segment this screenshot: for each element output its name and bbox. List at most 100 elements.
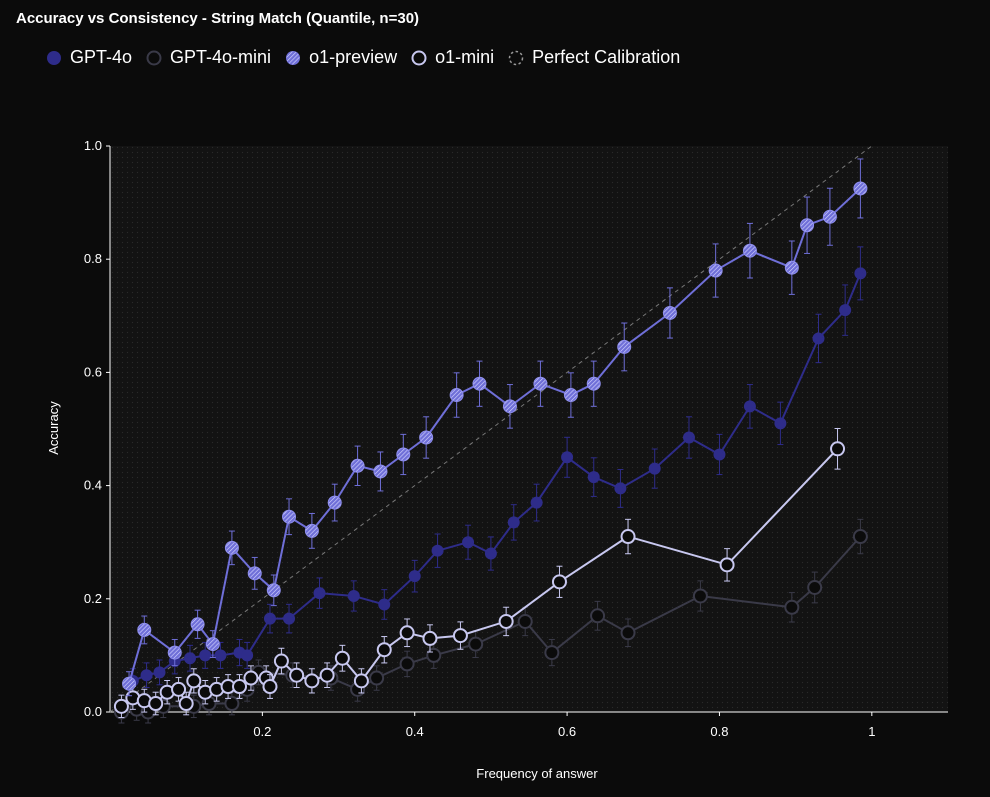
data-point <box>289 667 305 683</box>
data-point-hatch <box>138 623 151 636</box>
data-point <box>347 589 360 602</box>
y-tick-label: 0.6 <box>84 364 102 379</box>
data-point <box>153 666 166 679</box>
y-tick-label: 0.4 <box>84 478 102 493</box>
data-point <box>140 669 153 682</box>
data-point <box>273 653 289 669</box>
data-point <box>484 547 497 560</box>
data-point <box>452 628 468 644</box>
legend-item-gpt-4o[interactable]: GPT-4o <box>46 47 132 68</box>
hollow-circle-icon <box>411 50 427 65</box>
data-point-hatch <box>420 431 433 444</box>
data-point <box>682 431 695 444</box>
data-point-hatch <box>564 389 577 402</box>
data-point <box>784 599 800 615</box>
data-point <box>426 647 442 663</box>
data-point-hatch <box>225 541 238 554</box>
data-point-hatch <box>534 377 547 390</box>
legend-label: o1-mini <box>435 47 495 67</box>
data-point-hatch <box>283 510 296 523</box>
data-point <box>743 400 756 413</box>
data-point <box>839 304 852 317</box>
data-point-hatch <box>618 340 631 353</box>
data-point <box>422 630 438 646</box>
data-point <box>719 557 735 573</box>
x-tick-label: 0.6 <box>558 724 576 739</box>
data-point-hatch <box>743 244 756 257</box>
data-point <box>334 650 350 666</box>
data-point <box>214 649 227 662</box>
legend-item-gpt-4o-mini[interactable]: GPT-4o-mini <box>146 47 271 68</box>
data-point <box>376 642 392 658</box>
filled-circle-icon <box>47 50 61 65</box>
data-point <box>692 588 708 604</box>
legend-label: GPT-4o <box>70 47 133 67</box>
legend-item-o1-mini[interactable]: o1-mini <box>411 47 494 68</box>
data-point-hatch <box>191 618 204 631</box>
data-point <box>852 529 868 545</box>
data-point <box>399 625 415 641</box>
data-point <box>304 673 320 689</box>
data-point <box>648 462 661 475</box>
data-point-hatch <box>397 448 410 461</box>
x-tick-label: 0.2 <box>253 724 271 739</box>
data-point-hatch <box>267 584 280 597</box>
data-point-hatch <box>351 459 364 472</box>
data-point-hatch <box>305 524 318 537</box>
data-point-hatch <box>473 377 486 390</box>
data-point <box>462 536 475 549</box>
data-point <box>431 544 444 557</box>
data-point <box>262 679 278 695</box>
hatched-circle-icon <box>286 50 301 65</box>
chart-marks <box>109 145 873 724</box>
y-axis-label: Accuracy <box>46 401 61 455</box>
data-point <box>774 417 787 430</box>
axes: 0.0 0.2 0.4 0.6 0.8 1.0 0.2 0.4 0.6 0.8 1 <box>84 138 948 739</box>
y-tick-label: 0.2 <box>84 591 102 606</box>
data-point <box>713 448 726 461</box>
data-point <box>807 579 823 595</box>
data-point <box>313 587 326 600</box>
data-point <box>148 696 164 712</box>
legend-item-perfect-calibration[interactable]: Perfect Calibration <box>508 47 680 68</box>
data-point <box>408 570 421 583</box>
data-point-hatch <box>587 377 600 390</box>
data-point <box>590 608 606 624</box>
data-point <box>561 451 574 464</box>
data-point <box>178 696 194 712</box>
data-point <box>283 612 296 625</box>
data-point <box>186 673 202 689</box>
data-point <box>224 696 240 712</box>
data-point <box>369 670 385 686</box>
data-point <box>507 516 520 529</box>
legend-label: o1-preview <box>309 47 398 67</box>
chart-legend: GPT-4o GPT-4o-mini o1-preview o1-mini Pe… <box>46 47 694 68</box>
data-point-hatch <box>123 677 136 690</box>
data-point <box>614 482 627 495</box>
data-point <box>620 529 636 545</box>
data-point-hatch <box>801 219 814 232</box>
hollow-circle-icon <box>146 50 162 65</box>
series-o1-preview <box>122 158 868 697</box>
data-point <box>199 649 212 662</box>
data-point <box>551 574 567 590</box>
data-point <box>812 332 825 345</box>
data-point <box>243 670 259 686</box>
data-point-hatch <box>374 465 387 478</box>
data-point-hatch <box>328 496 341 509</box>
data-point-hatch <box>503 400 516 413</box>
data-point <box>854 267 867 280</box>
calibration-line <box>109 145 873 713</box>
data-point <box>830 441 846 457</box>
data-point <box>241 649 254 662</box>
data-point <box>353 673 369 689</box>
data-point <box>468 636 484 652</box>
x-tick-label: 0.4 <box>406 724 424 739</box>
legend-item-o1-preview[interactable]: o1-preview <box>285 47 397 68</box>
data-point-hatch <box>168 646 181 659</box>
y-tick-label: 1.0 <box>84 138 102 153</box>
data-point <box>183 652 196 665</box>
x-tick-label: 0.8 <box>710 724 728 739</box>
data-point <box>399 656 415 672</box>
